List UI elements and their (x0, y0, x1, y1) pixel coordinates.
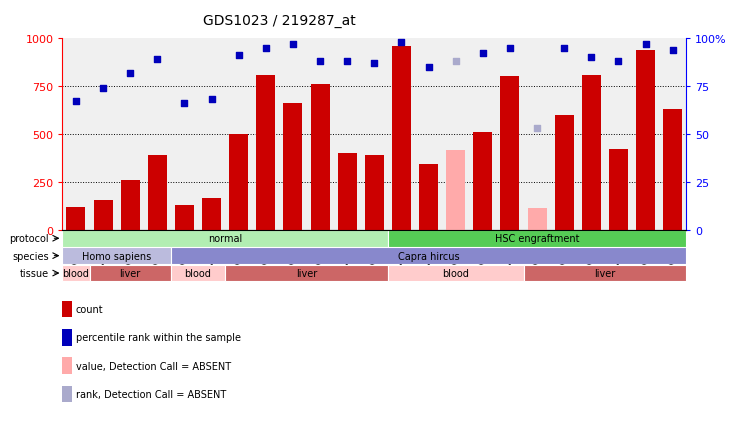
Point (368, 60, 380, 67)
Bar (90, 265, 171, 282)
Text: tissue: tissue (20, 269, 49, 278)
Bar (388, 230, 686, 247)
Bar (528, 209, 547, 230)
Point (178, 101, 190, 108)
Point (396, 39, 407, 46)
Point (151, 56, 163, 63)
Bar (338, 154, 357, 230)
Bar (120, 181, 139, 230)
Point (70, 99, 81, 105)
Bar (202, 198, 221, 230)
Text: percentile rank within the sample: percentile rank within the sample (76, 333, 241, 342)
Text: GDS1023 / 219287_at: GDS1023 / 219287_at (203, 14, 355, 28)
Point (97, 85, 109, 92)
Point (613, 59, 625, 66)
Bar (392, 47, 411, 230)
Bar (62, 265, 90, 282)
Bar (283, 104, 302, 230)
Point (314, 59, 326, 66)
Point (531, 125, 543, 132)
Bar (664, 110, 682, 230)
Bar (365, 155, 384, 230)
Bar (523, 265, 686, 282)
Bar (388, 265, 523, 282)
Bar (94, 201, 112, 230)
Bar (555, 115, 574, 230)
Point (423, 64, 435, 71)
Bar (446, 151, 465, 230)
Bar (225, 265, 388, 282)
Point (341, 59, 353, 66)
Bar (171, 265, 225, 282)
Bar (62, 230, 388, 247)
Text: Capra hircus: Capra hircus (398, 251, 459, 261)
Text: protocol: protocol (10, 234, 49, 243)
Bar (171, 248, 686, 264)
Text: blood: blood (443, 269, 469, 278)
Point (450, 59, 462, 66)
Point (504, 45, 516, 52)
Bar (229, 135, 248, 230)
Text: value, Detection Call = ABSENT: value, Detection Call = ABSENT (76, 361, 230, 371)
Bar (310, 85, 330, 230)
Point (559, 45, 570, 52)
Point (586, 55, 597, 62)
Text: rank, Detection Call = ABSENT: rank, Detection Call = ABSENT (76, 389, 226, 399)
Bar (609, 150, 628, 230)
Text: count: count (76, 305, 103, 314)
Text: liver: liver (595, 269, 616, 278)
Point (640, 41, 652, 48)
Bar (582, 76, 601, 230)
Point (233, 53, 244, 60)
Point (124, 70, 136, 77)
Point (477, 51, 489, 58)
Text: blood: blood (62, 269, 90, 278)
Bar (256, 76, 275, 230)
Point (260, 45, 272, 52)
Text: species: species (12, 251, 49, 261)
Text: liver: liver (296, 269, 317, 278)
Text: blood: blood (184, 269, 211, 278)
Point (206, 97, 217, 104)
Bar (636, 50, 655, 230)
Bar (67, 207, 85, 230)
Bar (501, 77, 520, 230)
Bar (62, 248, 171, 264)
Point (667, 47, 679, 54)
Bar (473, 133, 493, 230)
Point (287, 41, 299, 48)
Text: normal: normal (208, 234, 242, 243)
Text: liver: liver (120, 269, 141, 278)
Text: Homo sapiens: Homo sapiens (82, 251, 151, 261)
Bar (175, 205, 194, 230)
Bar (148, 155, 167, 230)
Bar (419, 164, 438, 230)
Text: HSC engraftment: HSC engraftment (495, 234, 579, 243)
